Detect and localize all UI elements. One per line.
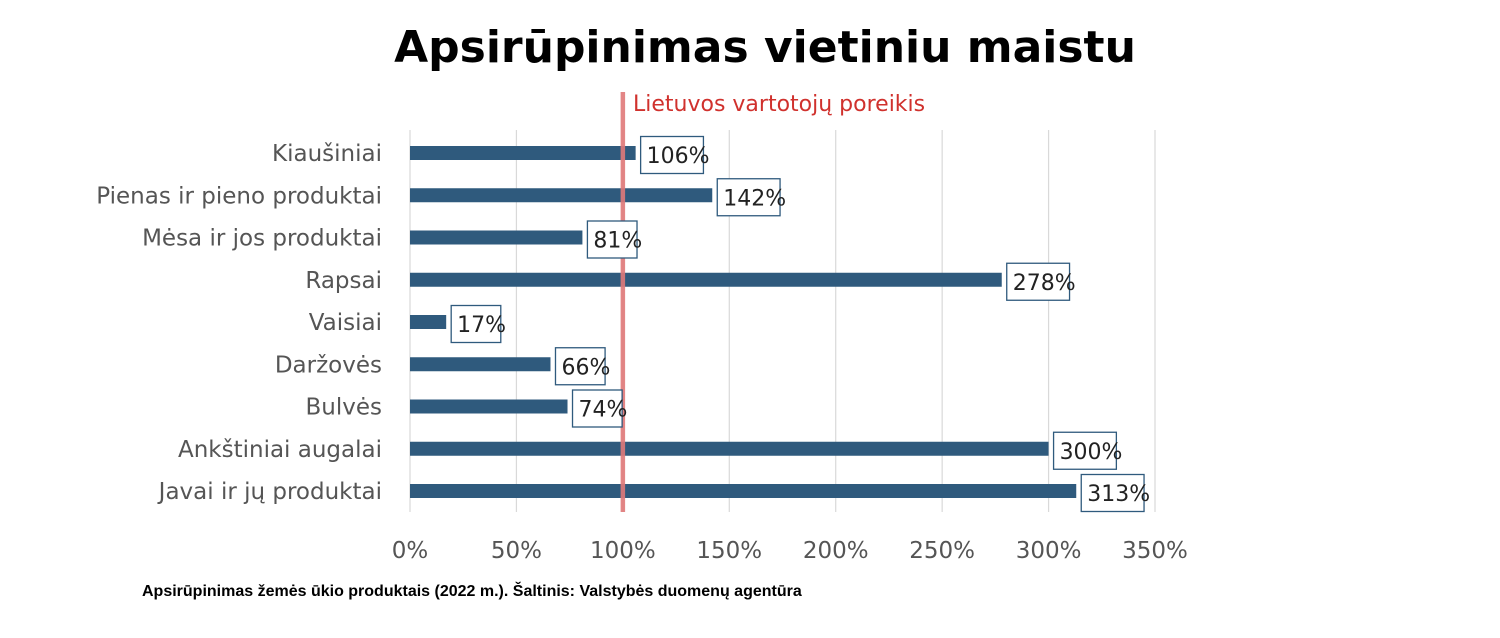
data-label-box — [586, 220, 638, 259]
data-label: 74% — [571, 389, 628, 428]
data-label: 106% — [639, 135, 710, 175]
data-label-text: 106% — [647, 144, 710, 169]
x-tick-label: 100% — [590, 538, 656, 564]
category-label: Daržovės — [275, 352, 382, 378]
data-label-box — [1006, 262, 1071, 301]
data-label-box — [716, 178, 781, 217]
data-label: 300% — [1052, 431, 1123, 470]
x-tick-label: 0% — [392, 538, 429, 564]
bar — [410, 146, 636, 160]
bars — [410, 146, 1077, 498]
source-caption: Apsirūpinimas žemės ūkio produktais (202… — [142, 581, 802, 600]
data-label-box — [554, 347, 606, 386]
x-tick-label: 300% — [1016, 538, 1082, 564]
x-axis-tick-labels: 0% 50% 100% 150% 200% 250% 300% 350% — [392, 538, 1188, 564]
data-label-text: 313% — [1087, 482, 1150, 507]
data-label-box — [1080, 473, 1145, 513]
data-label: 313% — [1080, 473, 1150, 513]
data-label: 142% — [716, 178, 786, 217]
x-tick-label: 150% — [696, 538, 762, 564]
category-label: Pienas ir pieno produktai — [96, 183, 382, 209]
category-label: Kiaušiniai — [272, 141, 382, 167]
category-label: Mėsa ir jos produktai — [142, 226, 382, 252]
bar — [410, 441, 1049, 456]
chart-title: Apsirūpinimas vietiniu maistu — [394, 22, 1136, 73]
data-labels: 106% 142% 81% 278% 17% 66% 74% 300% 313% — [450, 135, 1150, 513]
data-label: 81% — [586, 220, 642, 259]
category-label: Javai ir jų produktai — [157, 479, 382, 505]
category-label: Bulvės — [306, 395, 383, 421]
bar — [410, 315, 447, 329]
reference-line-label: Lietuvos vartotojų poreikis — [633, 92, 925, 117]
data-label-text: 81% — [593, 229, 642, 254]
bar — [410, 188, 713, 203]
category-labels: Kiaušiniai Pienas ir pieno produktai Mėsa … — [96, 141, 382, 505]
bar — [410, 230, 583, 245]
x-tick-label: 350% — [1122, 538, 1188, 564]
bar — [410, 484, 1077, 498]
data-label: 278% — [1006, 262, 1076, 301]
category-label: Ankštiniai augalai — [178, 437, 382, 463]
category-label: Rapsai — [305, 268, 382, 294]
data-label-box — [1052, 431, 1118, 470]
category-label: Vaisiai — [309, 310, 382, 336]
data-label: 66% — [554, 347, 610, 386]
data-label-text: 66% — [561, 355, 610, 380]
data-label-box — [639, 135, 705, 175]
data-label-text: 278% — [1013, 271, 1076, 296]
data-label-box — [450, 304, 502, 344]
x-tick-label: 50% — [491, 538, 542, 564]
data-label: 17% — [450, 304, 506, 344]
x-tick-label: 200% — [803, 538, 869, 564]
x-tick-label: 250% — [909, 538, 975, 564]
data-label-text: 17% — [457, 313, 506, 338]
bar — [410, 357, 551, 372]
data-label-text: 142% — [723, 186, 786, 211]
data-label-text: 300% — [1060, 440, 1123, 465]
data-label-text: 74% — [579, 398, 628, 423]
bar — [410, 272, 1002, 287]
bar — [410, 399, 568, 414]
data-label-box — [571, 389, 623, 428]
